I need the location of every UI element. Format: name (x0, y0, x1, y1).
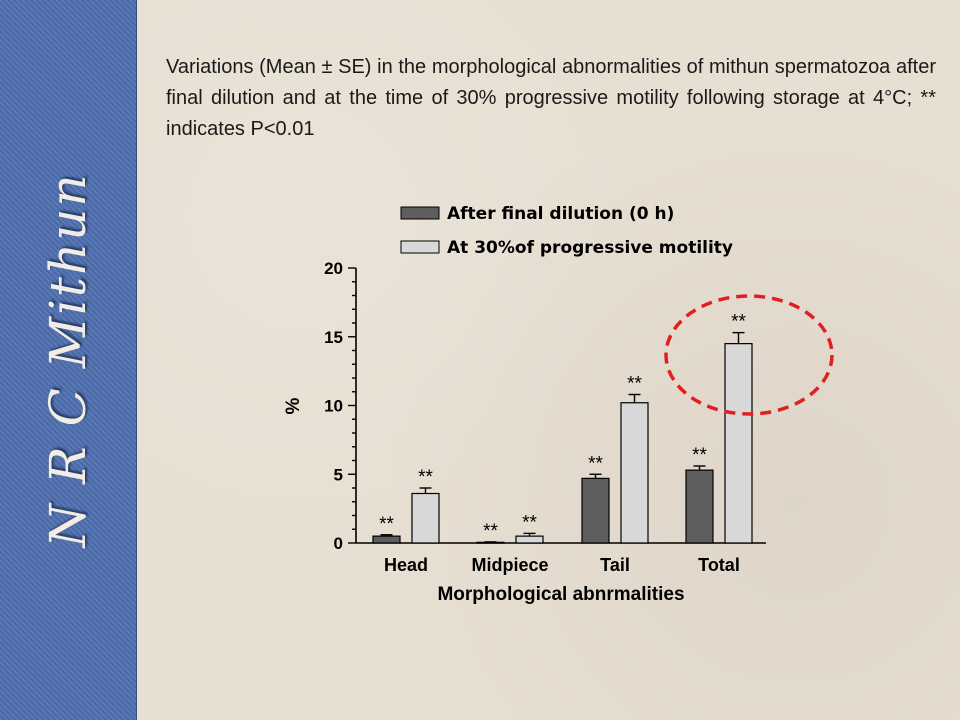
significance-marker: ** (483, 521, 498, 542)
significance-marker: ** (588, 453, 603, 474)
bar-head-series-1 (372, 535, 401, 544)
x-tick-label-tail: Tail (600, 555, 630, 575)
bar-head-series-2 (411, 492, 440, 544)
bar-tail-series-2 (620, 402, 649, 544)
y-tick-label: 0 (334, 534, 343, 553)
x-tick-label-midpiece: Midpiece (471, 555, 548, 575)
slide-caption: Variations (Mean ± SE) in the morphologi… (166, 56, 936, 140)
legend-label-2: At 30%of progressive motility (447, 238, 733, 258)
significance-marker: ** (522, 512, 537, 533)
x-axis-label: Morphological abnrmalities (437, 584, 684, 605)
y-axis-label: % (283, 397, 304, 414)
x-tick-label-total: Total (698, 555, 740, 575)
significance-marker: ** (692, 445, 707, 466)
bar-tail-series-1 (581, 477, 610, 544)
legend-label-1: After final dilution (0 h) (447, 204, 674, 224)
bar-midpiece-series-2 (515, 535, 544, 544)
bar-total-series-1 (685, 469, 714, 544)
legend-swatch-2 (400, 240, 440, 254)
y-tick-label: 20 (324, 259, 343, 278)
slide-background (138, 0, 960, 720)
sidebar-banner: N R C Mithun (0, 0, 137, 720)
bar-total-series-2 (724, 343, 753, 544)
y-tick-label: 15 (324, 328, 343, 347)
y-tick-label: 10 (324, 397, 343, 416)
significance-marker: ** (379, 514, 394, 535)
x-tick-label-head: Head (384, 555, 428, 575)
significance-marker: ** (731, 312, 746, 333)
highlight-circle (664, 294, 834, 416)
significance-marker: ** (627, 374, 642, 395)
significance-marker: ** (418, 467, 433, 488)
legend-swatch-1 (400, 206, 440, 220)
y-tick-label: 5 (334, 465, 343, 484)
